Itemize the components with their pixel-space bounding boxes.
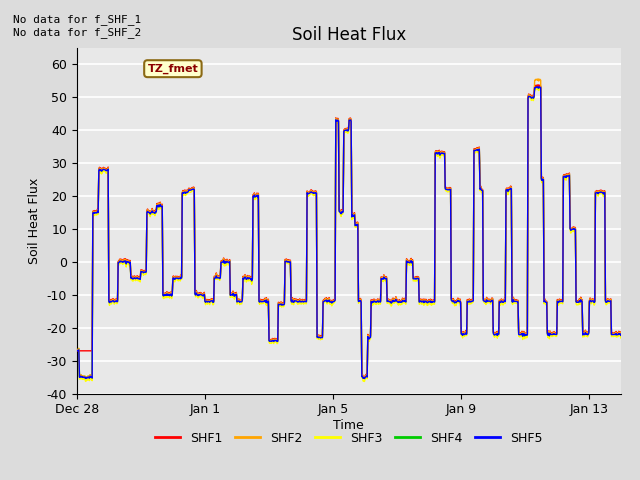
Legend: SHF1, SHF2, SHF3, SHF4, SHF5: SHF1, SHF2, SHF3, SHF4, SHF5 (150, 427, 547, 450)
Y-axis label: Soil Heat Flux: Soil Heat Flux (28, 178, 41, 264)
Title: Soil Heat Flux: Soil Heat Flux (292, 25, 406, 44)
X-axis label: Time: Time (333, 419, 364, 432)
Text: No data for f_SHF_1
No data for f_SHF_2: No data for f_SHF_1 No data for f_SHF_2 (13, 14, 141, 38)
Text: TZ_fmet: TZ_fmet (147, 63, 198, 74)
